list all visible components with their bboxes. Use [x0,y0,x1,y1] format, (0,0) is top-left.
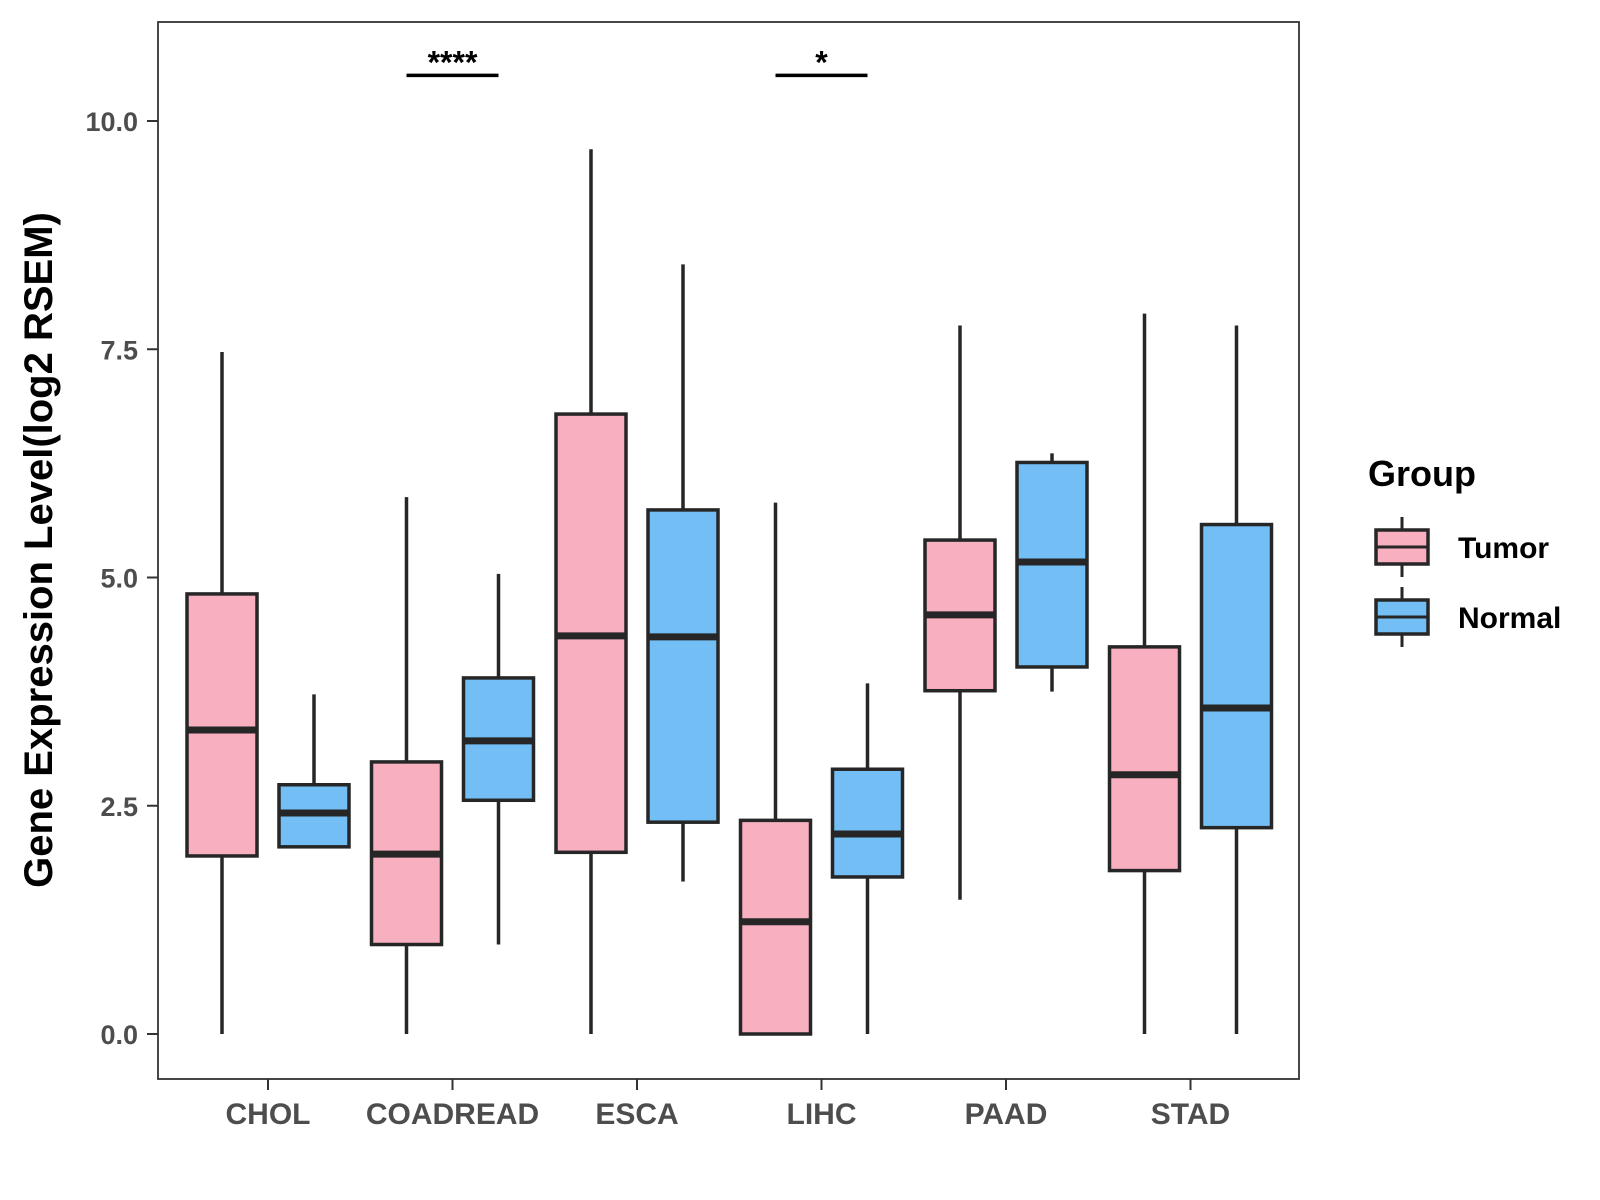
x-tick-label: PAAD [965,1098,1048,1131]
significance-coadread: **** [406,44,499,80]
x-axis: CHOL COADREAD ESCA LIHC PAAD STAD [226,1079,1230,1131]
box-normal-stad [1199,325,1274,1034]
box-body [1107,645,1182,873]
x-tick-label: STAD [1151,1098,1230,1131]
legend-item-tumor: Tumor [1374,517,1549,577]
x-tick-label: CHOL [226,1098,311,1131]
legend-title: Group [1368,453,1476,494]
y-tick-label: 7.5 [100,335,138,365]
legend-label: Normal [1458,602,1561,635]
box-layer [185,149,1274,1036]
box-tumor-stad [1107,313,1182,1034]
box-body [830,767,905,879]
box-body [738,818,813,1036]
legend: Group Tumor Normal [1368,453,1561,647]
box-normal-paad [1015,453,1089,692]
significance-layer: **** * [406,44,868,80]
box-tumor-esca [554,149,628,1034]
legend-label: Tumor [1458,532,1549,565]
box-body [1199,522,1274,830]
box-tumor-chol [185,351,259,1034]
y-tick-label: 2.5 [100,792,138,822]
box-normal-chol [277,694,351,849]
x-tick-label: ESCA [595,1098,678,1131]
y-tick-label: 5.0 [100,564,138,594]
box-normal-lihc [830,683,905,1034]
box-body [646,508,720,824]
y-axis-title: Gene Expression Level(log2 RSEM) [17,212,61,888]
y-tick-label: 0.0 [100,1020,138,1050]
box-normal-esca [646,264,720,882]
box-body [185,592,259,858]
box-tumor-lihc [738,502,813,1036]
box-tumor-paad [923,325,997,900]
y-tick-label: 10.0 [85,107,138,137]
significance-label: * [815,44,828,80]
significance-lihc: * [775,44,868,80]
box-tumor-coadread [369,497,444,1034]
y-axis: 0.0 2.5 5.0 7.5 10.0 [85,107,158,1050]
significance-label: **** [428,44,478,80]
panel-border [157,21,1300,1080]
x-tick-label: LIHC [787,1098,857,1131]
legend-item-normal: Normal [1374,587,1561,647]
box-normal-coadread [461,573,536,945]
x-tick-label: COADREAD [366,1098,539,1131]
